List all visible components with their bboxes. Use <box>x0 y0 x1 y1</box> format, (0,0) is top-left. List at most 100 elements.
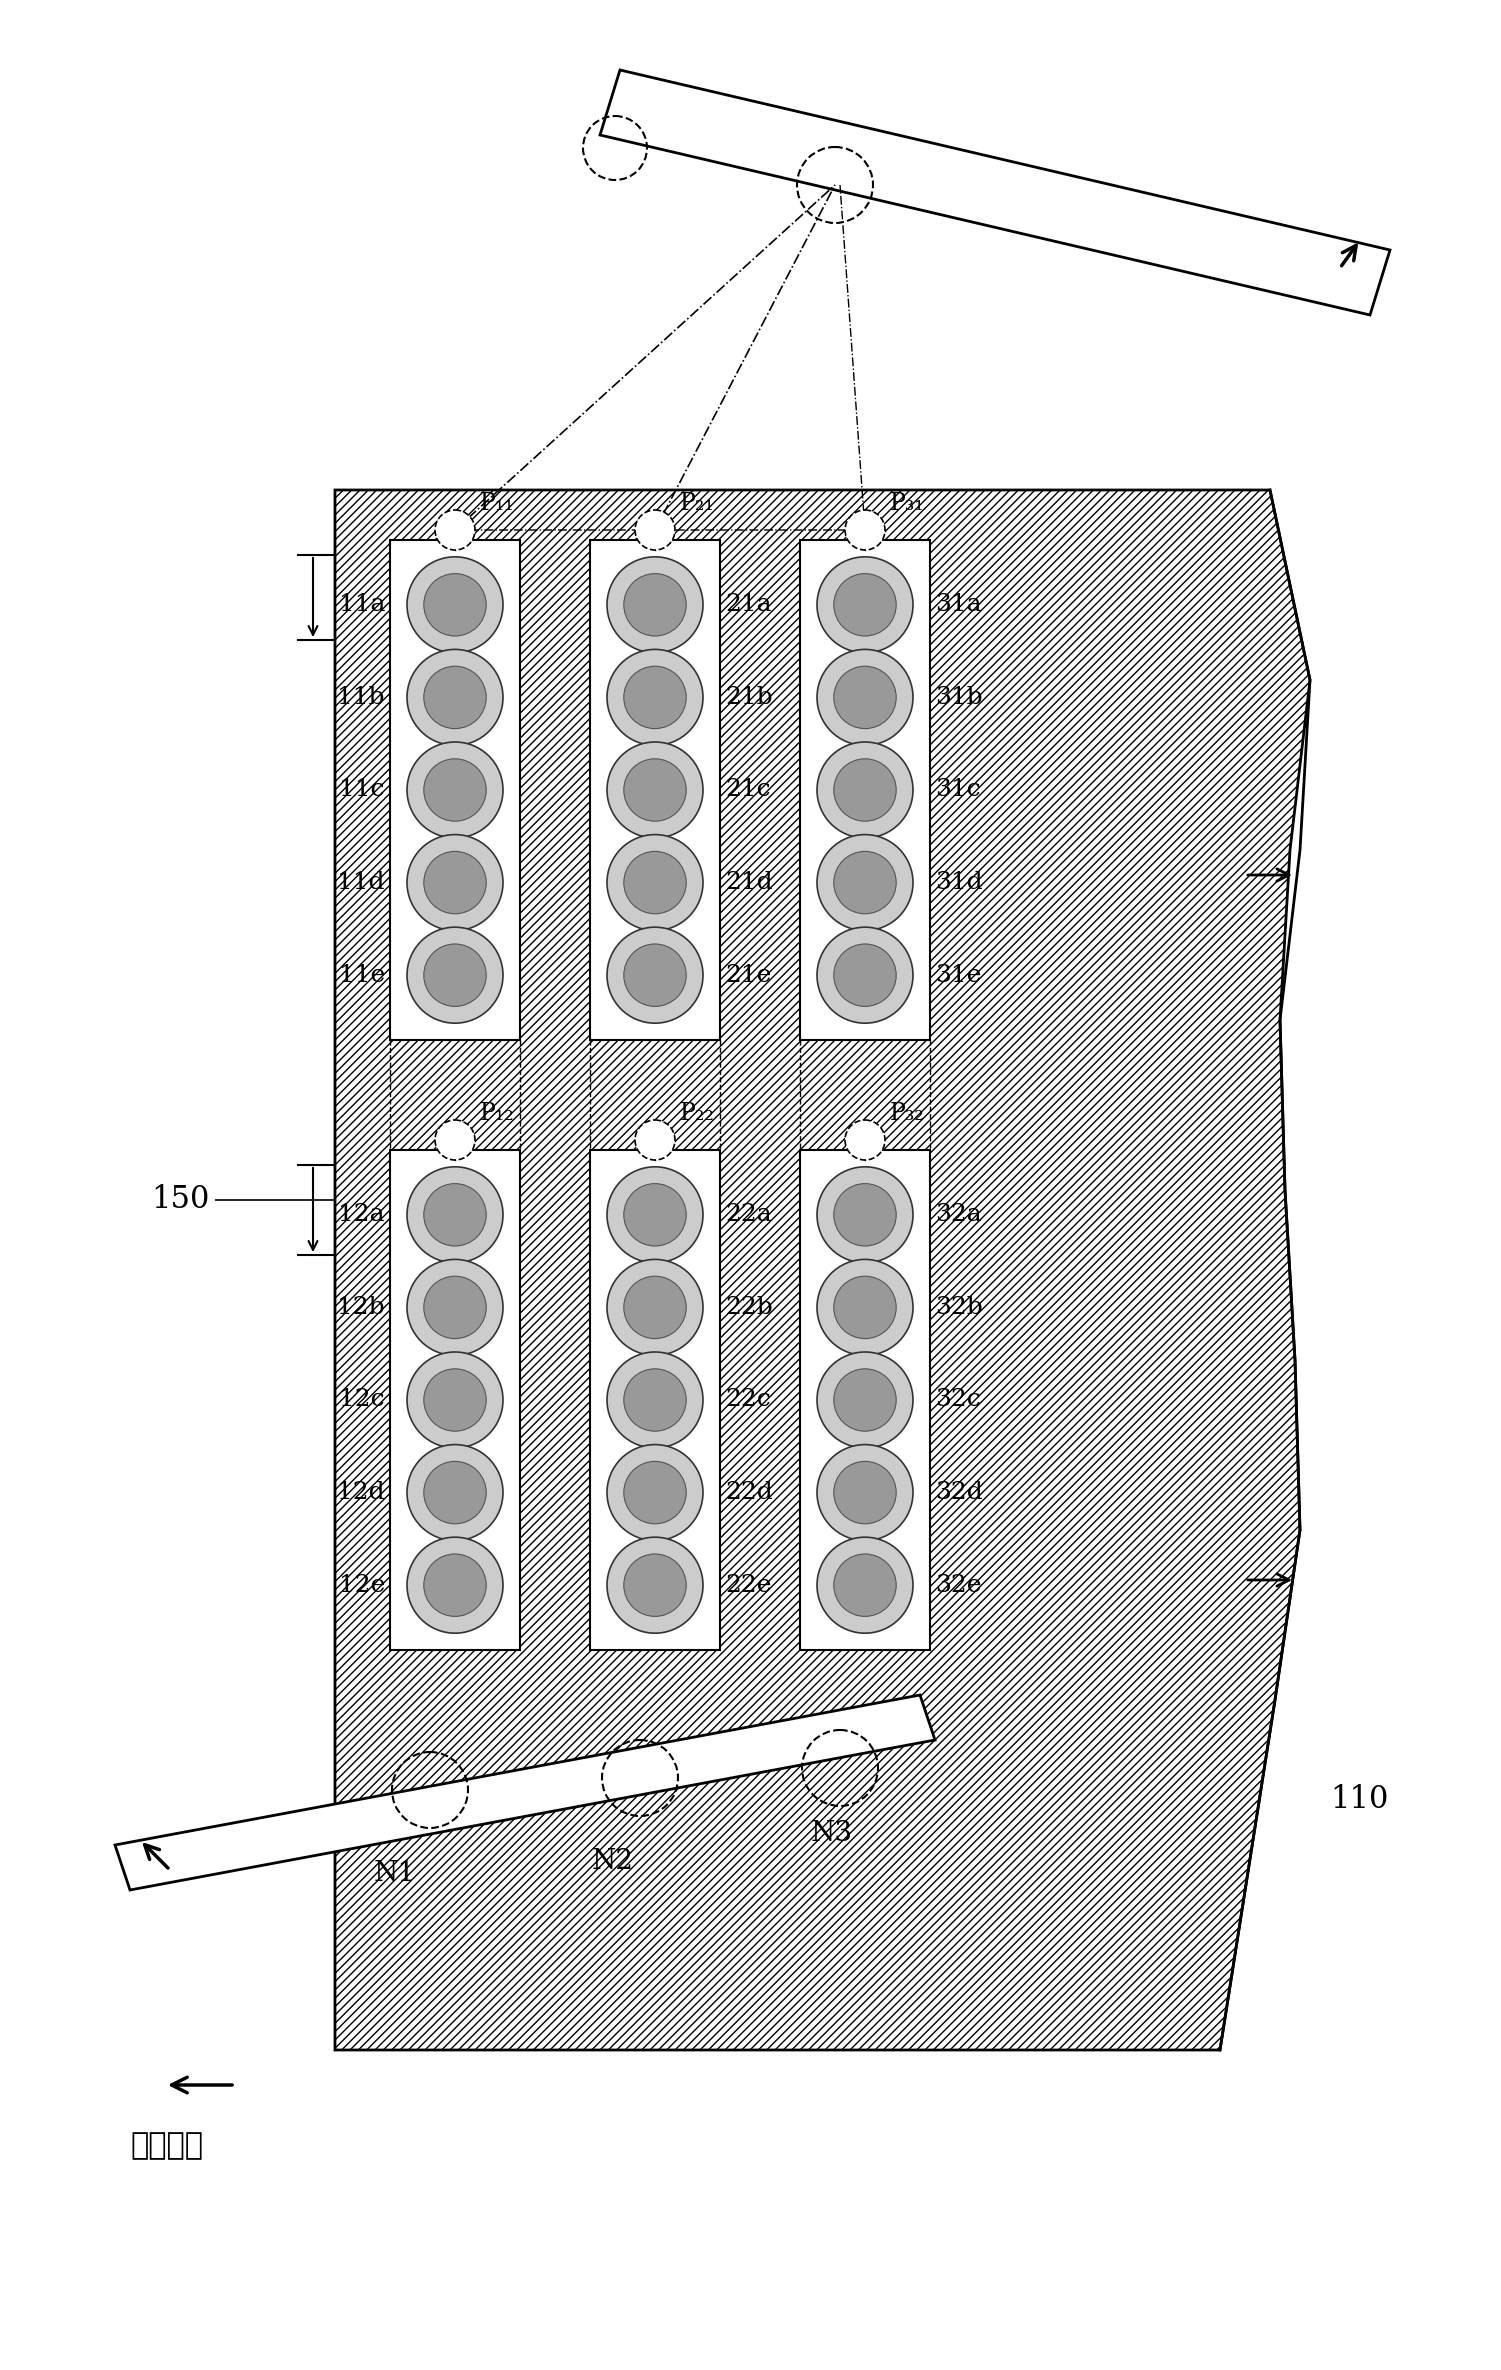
Circle shape <box>423 1462 486 1524</box>
Text: 12c: 12c <box>339 1389 384 1413</box>
Text: 11e: 11e <box>339 965 384 986</box>
Circle shape <box>606 557 702 652</box>
Text: 32d: 32d <box>935 1481 983 1505</box>
Text: 31a: 31a <box>935 592 982 616</box>
Circle shape <box>407 834 503 931</box>
Circle shape <box>817 1258 913 1356</box>
Circle shape <box>407 927 503 1024</box>
Circle shape <box>435 510 474 550</box>
Circle shape <box>833 943 896 1007</box>
Circle shape <box>606 1538 702 1633</box>
Circle shape <box>423 1183 486 1247</box>
Circle shape <box>817 1446 913 1541</box>
Circle shape <box>624 758 686 820</box>
Circle shape <box>606 927 702 1024</box>
Bar <box>800 1149 931 1650</box>
Circle shape <box>624 1370 686 1431</box>
Circle shape <box>423 1555 486 1616</box>
Text: 12a: 12a <box>338 1204 384 1225</box>
Text: 32b: 32b <box>935 1296 983 1320</box>
Circle shape <box>407 557 503 652</box>
Circle shape <box>833 1183 896 1247</box>
Bar <box>390 1149 519 1650</box>
Text: 150: 150 <box>152 1185 335 1216</box>
Polygon shape <box>116 1695 935 1889</box>
Circle shape <box>833 1462 896 1524</box>
Circle shape <box>606 649 702 747</box>
Text: N3: N3 <box>811 1820 853 1846</box>
Circle shape <box>817 557 913 652</box>
Text: 21e: 21e <box>725 965 772 986</box>
Text: 12b: 12b <box>338 1296 384 1320</box>
Circle shape <box>624 574 686 635</box>
Circle shape <box>624 1462 686 1524</box>
Bar <box>590 540 720 1040</box>
Bar <box>390 540 519 1040</box>
Circle shape <box>817 927 913 1024</box>
Text: 31c: 31c <box>935 777 980 801</box>
Polygon shape <box>335 491 1310 2050</box>
Text: 22c: 22c <box>725 1389 770 1413</box>
Circle shape <box>606 1446 702 1541</box>
Text: 22d: 22d <box>725 1481 773 1505</box>
Circle shape <box>845 510 886 550</box>
Circle shape <box>817 1538 913 1633</box>
Text: 22b: 22b <box>725 1296 773 1320</box>
Text: 11a: 11a <box>339 592 384 616</box>
Circle shape <box>423 666 486 728</box>
Text: N2: N2 <box>591 1849 633 1875</box>
Text: P₁₁: P₁₁ <box>480 493 515 514</box>
Text: 22a: 22a <box>725 1204 772 1225</box>
Circle shape <box>845 1121 886 1159</box>
Circle shape <box>407 1446 503 1541</box>
Circle shape <box>833 1555 896 1616</box>
Circle shape <box>817 1166 913 1263</box>
Text: 21d: 21d <box>725 872 773 893</box>
Text: 21c: 21c <box>725 777 770 801</box>
Text: 21b: 21b <box>725 685 773 709</box>
Text: 打印方向: 打印方向 <box>131 2131 203 2161</box>
Circle shape <box>407 1538 503 1633</box>
Text: 31b: 31b <box>935 685 983 709</box>
Circle shape <box>635 510 675 550</box>
Text: 12d: 12d <box>338 1481 384 1505</box>
Text: N1: N1 <box>374 1860 416 1887</box>
Circle shape <box>624 943 686 1007</box>
Circle shape <box>423 851 486 915</box>
Circle shape <box>833 666 896 728</box>
Polygon shape <box>600 71 1390 315</box>
Circle shape <box>624 851 686 915</box>
Circle shape <box>817 834 913 931</box>
Circle shape <box>423 574 486 635</box>
Text: 11d: 11d <box>338 872 384 893</box>
Text: P₂₁: P₂₁ <box>680 493 714 514</box>
Circle shape <box>624 1183 686 1247</box>
Circle shape <box>635 1121 675 1159</box>
Text: 11c: 11c <box>339 777 384 801</box>
Circle shape <box>624 1275 686 1339</box>
Text: 31d: 31d <box>935 872 983 893</box>
Circle shape <box>817 649 913 747</box>
Text: P₃₁: P₃₁ <box>890 493 925 514</box>
Circle shape <box>407 742 503 839</box>
Circle shape <box>817 1351 913 1448</box>
Circle shape <box>407 1351 503 1448</box>
Circle shape <box>606 1258 702 1356</box>
Circle shape <box>423 1275 486 1339</box>
Text: 32c: 32c <box>935 1389 980 1413</box>
Circle shape <box>423 758 486 820</box>
Circle shape <box>624 666 686 728</box>
Text: 11b: 11b <box>338 685 384 709</box>
Circle shape <box>407 1166 503 1263</box>
Circle shape <box>407 649 503 747</box>
Bar <box>800 540 931 1040</box>
Text: 32a: 32a <box>935 1204 982 1225</box>
Circle shape <box>606 1351 702 1448</box>
Circle shape <box>606 1166 702 1263</box>
Text: 31e: 31e <box>935 965 982 986</box>
Circle shape <box>423 943 486 1007</box>
Text: P₃₂: P₃₂ <box>890 1102 925 1126</box>
Text: 110: 110 <box>1330 1785 1388 1815</box>
Circle shape <box>833 1370 896 1431</box>
Text: 22e: 22e <box>725 1574 772 1597</box>
